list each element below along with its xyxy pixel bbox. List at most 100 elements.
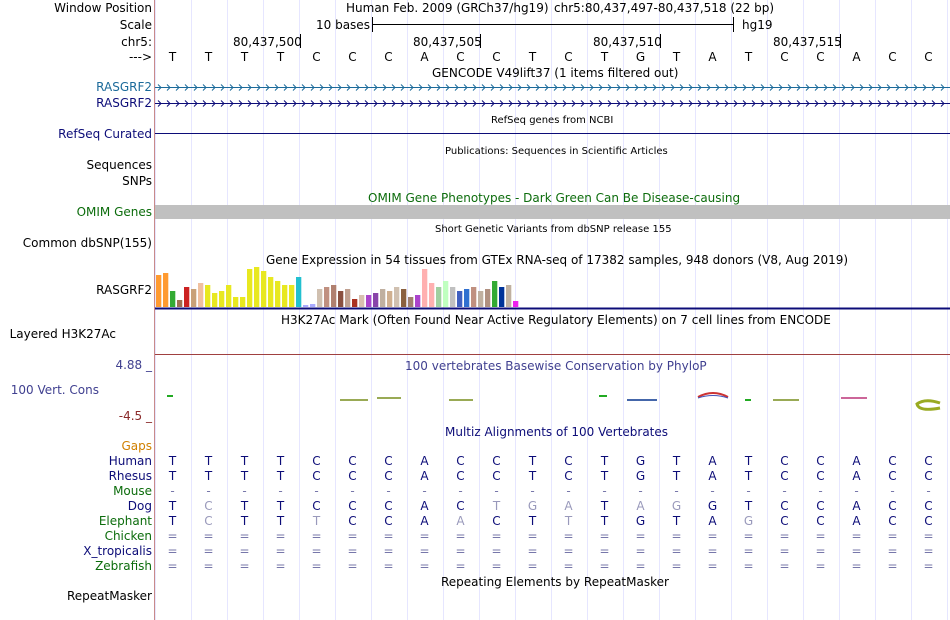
alignment-base: = bbox=[779, 544, 790, 558]
strand-chevron bbox=[238, 84, 243, 91]
conservation-arc-inner bbox=[697, 395, 729, 399]
alignment-base: - bbox=[890, 484, 895, 498]
alignment-base: - bbox=[638, 484, 643, 498]
species-label[interactable]: X_tropicalis bbox=[83, 544, 152, 558]
track-label-repeatmasker[interactable]: RepeatMasker bbox=[66, 589, 152, 603]
alignment-base: - bbox=[494, 484, 499, 498]
gtex-tissue-bar bbox=[198, 283, 204, 307]
track-label-common-snp[interactable]: Common dbSNP(155) bbox=[22, 236, 152, 250]
strand-chevron bbox=[427, 84, 432, 91]
strand-chevron bbox=[805, 100, 810, 107]
alignment-base: G bbox=[635, 514, 646, 528]
track-label-h3k27ac[interactable]: Layered H3K27Ac bbox=[9, 327, 116, 341]
strand-chevron bbox=[886, 100, 891, 107]
species-label[interactable]: Zebrafish bbox=[95, 559, 152, 573]
alignment-base: T bbox=[240, 514, 249, 528]
alignment-base: = bbox=[383, 559, 394, 573]
alignment-base: = bbox=[455, 529, 466, 543]
strand-chevron bbox=[220, 100, 225, 107]
alignment-base: = bbox=[743, 544, 754, 558]
strand-chevron bbox=[643, 100, 648, 107]
alignment-base: T bbox=[240, 499, 249, 513]
strand-chevron bbox=[850, 100, 855, 107]
strand-chevron bbox=[283, 100, 288, 107]
alignment-base: C bbox=[888, 469, 897, 483]
alignment-base: - bbox=[206, 484, 211, 498]
gtex-tissue-bar bbox=[394, 287, 400, 307]
strand-chevron bbox=[166, 100, 171, 107]
alignment-base: = bbox=[239, 559, 250, 573]
track-label-conservation[interactable]: 100 Vert. Cons bbox=[10, 383, 99, 397]
alignment-base: = bbox=[851, 529, 862, 543]
alignment-base: = bbox=[851, 559, 862, 573]
strand-chevron bbox=[832, 100, 837, 107]
alignment-base: = bbox=[743, 559, 754, 573]
track-label-omim[interactable]: OMIM Genes bbox=[76, 205, 152, 219]
alignment-base: C bbox=[780, 454, 789, 468]
track-label-gaps[interactable]: Gaps bbox=[121, 439, 152, 453]
strand-chevron bbox=[265, 100, 270, 107]
alignment-base: T bbox=[528, 514, 537, 528]
strand-chevron bbox=[463, 84, 468, 91]
species-label[interactable]: Human bbox=[108, 454, 152, 468]
strand-chevron bbox=[481, 100, 486, 107]
multiz-track-title: Multiz Alignments of 100 Vertebrates bbox=[445, 425, 669, 439]
reference-base: T bbox=[168, 50, 177, 64]
alignment-base: = bbox=[887, 529, 898, 543]
strand-chevron bbox=[535, 84, 540, 91]
gtex-tissue-bar bbox=[513, 301, 519, 307]
alignment-base: A bbox=[636, 499, 645, 513]
strand-chevron bbox=[157, 100, 162, 107]
alignment-base: = bbox=[347, 559, 358, 573]
strand-chevron bbox=[778, 100, 783, 107]
track-label-gencode[interactable]: RASGRF2 bbox=[96, 80, 152, 94]
alignment-base: = bbox=[635, 559, 646, 573]
alignment-base: = bbox=[311, 529, 322, 543]
grid-line bbox=[839, 0, 840, 620]
chrom-label: chr5: bbox=[121, 35, 152, 49]
strand-chevron bbox=[607, 84, 612, 91]
strand-chevron bbox=[679, 84, 684, 91]
alignment-base: = bbox=[599, 529, 610, 543]
alignment-base: - bbox=[818, 484, 823, 498]
grid-line bbox=[335, 0, 336, 620]
species-label[interactable]: Elephant bbox=[98, 514, 152, 528]
track-label-sequences[interactable]: Sequences bbox=[86, 158, 152, 172]
strand-chevron bbox=[301, 84, 306, 91]
gtex-tissue-bar bbox=[163, 273, 169, 307]
track-label-snps[interactable]: SNPs bbox=[122, 174, 152, 188]
strand-chevron bbox=[355, 100, 360, 107]
strand-chevron bbox=[508, 100, 513, 107]
species-label[interactable]: Mouse bbox=[113, 484, 152, 498]
strand-chevron bbox=[571, 84, 576, 91]
alignment-base: - bbox=[854, 484, 859, 498]
grid-line bbox=[731, 0, 732, 620]
alignment-base: C bbox=[312, 499, 321, 513]
track-label-refseq[interactable]: RefSeq Curated bbox=[58, 127, 152, 141]
strand-chevron bbox=[787, 100, 792, 107]
alignment-base: T bbox=[672, 469, 681, 483]
alignment-base: = bbox=[851, 544, 862, 558]
alignment-base: - bbox=[710, 484, 715, 498]
alignment-base: = bbox=[203, 544, 214, 558]
coord-label-4: 80,437,515 bbox=[773, 35, 842, 49]
grid-line bbox=[659, 0, 660, 620]
strand-chevron bbox=[715, 100, 720, 107]
species-label[interactable]: Dog bbox=[127, 499, 152, 513]
alignment-base: C bbox=[492, 514, 501, 528]
alignment-base: C bbox=[816, 499, 825, 513]
gtex-tissue-bar bbox=[401, 289, 407, 307]
species-label[interactable]: Chicken bbox=[104, 529, 152, 543]
conservation-mark bbox=[745, 399, 751, 401]
grid-line bbox=[695, 0, 696, 620]
alignment-base: C bbox=[780, 514, 789, 528]
browser-image[interactable]: Human Feb. 2009 (GRCh37/hg19) chr5:80,43… bbox=[155, 0, 950, 620]
alignment-base: = bbox=[275, 559, 286, 573]
track-label-gtex[interactable]: RASGRF2 bbox=[96, 283, 152, 297]
species-label[interactable]: Rhesus bbox=[108, 469, 152, 483]
grid-line bbox=[803, 0, 804, 620]
reference-base: T bbox=[528, 50, 537, 64]
strand-chevron bbox=[526, 100, 531, 107]
strand-chevron bbox=[841, 100, 846, 107]
track-label-gencode-2[interactable]: RASGRF2 bbox=[96, 96, 152, 110]
